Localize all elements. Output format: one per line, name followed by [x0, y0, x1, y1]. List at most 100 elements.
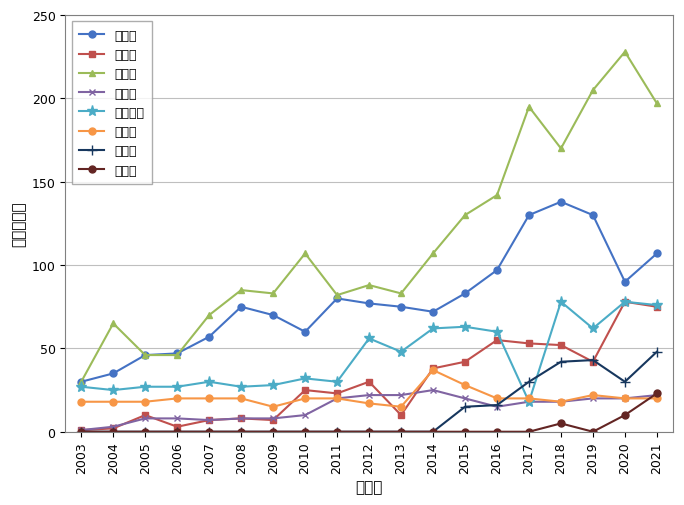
- 熊本県: [461, 213, 469, 219]
- 沖縄県: [237, 395, 246, 401]
- 福岡県: [429, 309, 437, 315]
- 佐賀県: [77, 427, 86, 433]
- 山口県: [525, 379, 533, 385]
- 鹿児島県: [205, 379, 213, 385]
- 沖縄県: [557, 399, 565, 405]
- 佐賀県: [493, 337, 501, 343]
- 鹿児島県: [237, 384, 246, 390]
- 福岡県: [173, 350, 181, 357]
- その他: [461, 429, 469, 435]
- 佐賀県: [173, 424, 181, 430]
- 沖縄県: [333, 395, 341, 401]
- その他: [557, 421, 565, 427]
- 熊本県: [237, 287, 246, 293]
- 山口県: [173, 429, 181, 435]
- 宮崎県: [493, 404, 501, 410]
- 山口県: [237, 429, 246, 435]
- 熊本県: [621, 49, 629, 56]
- 熊本県: [365, 282, 373, 288]
- 沖縄県: [109, 399, 118, 405]
- 宮崎県: [429, 387, 437, 393]
- 宮崎県: [77, 427, 86, 433]
- 山口県: [365, 429, 373, 435]
- 佐賀県: [525, 341, 533, 347]
- 沖縄県: [269, 404, 277, 410]
- 山口県: [333, 429, 341, 435]
- 鹿児島県: [269, 382, 277, 388]
- 佐賀県: [269, 417, 277, 423]
- 鹿児島県: [109, 387, 118, 393]
- 福岡県: [525, 213, 533, 219]
- その他: [205, 429, 213, 435]
- 熊本県: [333, 292, 341, 298]
- 福岡県: [333, 296, 341, 302]
- その他: [653, 390, 661, 396]
- 福岡県: [141, 352, 149, 359]
- 沖縄県: [525, 395, 533, 401]
- 福岡県: [301, 329, 309, 335]
- Line: 沖縄県: 沖縄県: [78, 367, 660, 411]
- その他: [109, 429, 118, 435]
- 福岡県: [77, 379, 86, 385]
- 山口県: [589, 358, 597, 364]
- 沖縄県: [173, 395, 181, 401]
- その他: [621, 412, 629, 418]
- 山口県: [269, 429, 277, 435]
- 鹿児島県: [621, 299, 629, 305]
- 宮崎県: [653, 392, 661, 398]
- Line: その他: その他: [78, 390, 660, 435]
- 鹿児島県: [301, 376, 309, 382]
- 熊本県: [141, 352, 149, 359]
- 熊本県: [557, 146, 565, 152]
- 佐賀県: [301, 387, 309, 393]
- 熊本県: [173, 352, 181, 359]
- 鹿児島県: [141, 384, 149, 390]
- 福岡県: [653, 251, 661, 257]
- 佐賀県: [461, 359, 469, 365]
- 鹿児島県: [461, 324, 469, 330]
- その他: [141, 429, 149, 435]
- 宮崎県: [621, 395, 629, 401]
- 沖縄県: [205, 395, 213, 401]
- 沖縄県: [589, 392, 597, 398]
- 福岡県: [365, 301, 373, 307]
- 佐賀県: [397, 412, 405, 418]
- 熊本県: [205, 313, 213, 319]
- 福岡県: [205, 334, 213, 340]
- 山口県: [621, 379, 629, 385]
- その他: [237, 429, 246, 435]
- Line: 山口県: 山口県: [77, 347, 661, 437]
- 福岡県: [461, 291, 469, 297]
- 山口県: [77, 429, 86, 435]
- 宮崎県: [333, 395, 341, 401]
- 沖縄県: [397, 404, 405, 410]
- 福岡県: [589, 213, 597, 219]
- 宮崎県: [141, 416, 149, 422]
- 沖縄県: [301, 395, 309, 401]
- 沖縄県: [77, 399, 86, 405]
- 熊本県: [77, 379, 86, 385]
- 沖縄県: [493, 395, 501, 401]
- 鹿児島県: [397, 349, 405, 355]
- その他: [365, 429, 373, 435]
- 熊本県: [301, 251, 309, 257]
- 沖縄県: [141, 399, 149, 405]
- その他: [589, 429, 597, 435]
- 佐賀県: [237, 416, 246, 422]
- 鹿児島県: [493, 329, 501, 335]
- 鹿児島県: [557, 299, 565, 305]
- 山口県: [653, 349, 661, 355]
- 福岡県: [621, 279, 629, 285]
- 鹿児島県: [429, 326, 437, 332]
- Line: 佐賀県: 佐賀県: [78, 298, 660, 434]
- 宮崎県: [589, 395, 597, 401]
- 鹿児島県: [173, 384, 181, 390]
- 福岡県: [237, 304, 246, 310]
- その他: [77, 429, 86, 435]
- 福岡県: [269, 313, 277, 319]
- 熊本県: [269, 291, 277, 297]
- 宮崎県: [301, 412, 309, 418]
- Line: 熊本県: 熊本県: [78, 49, 660, 385]
- 宮崎県: [461, 395, 469, 401]
- 宮崎県: [205, 417, 213, 423]
